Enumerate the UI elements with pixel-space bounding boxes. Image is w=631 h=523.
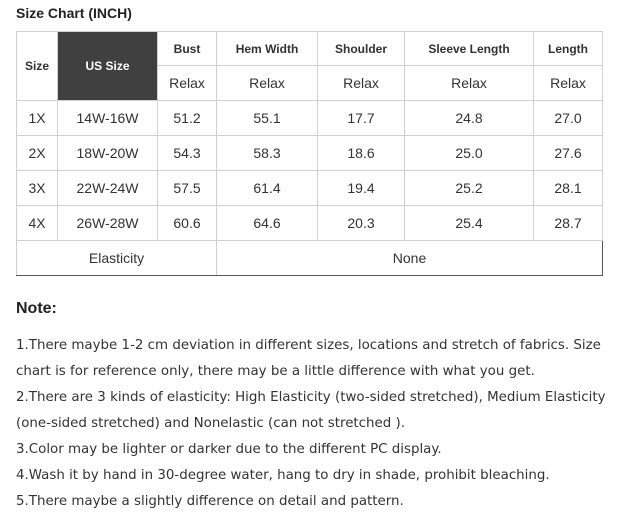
cell-size: 3X <box>16 170 58 206</box>
note-item: 1.There maybe 1-2 cm deviation in differ… <box>16 338 601 379</box>
table-row: 2X 18W-20W 54.3 58.3 18.6 25.0 27.6 <box>16 135 603 171</box>
header-hem-width: Hem Width <box>216 31 318 66</box>
cell-length: 27.6 <box>533 135 603 171</box>
cell-size: 4X <box>16 205 58 241</box>
note-item: 4.Wash it by hand in 30-degree water, ha… <box>16 468 550 483</box>
cell-bust: 60.6 <box>157 205 217 241</box>
notes-list: 1.There maybe 1-2 cm deviation in differ… <box>16 333 606 515</box>
elasticity-label: Elasticity <box>16 240 217 276</box>
elasticity-value: None <box>216 240 603 276</box>
subheader-cell: Relax <box>317 65 405 101</box>
cell-bust: 57.5 <box>157 170 217 206</box>
cell-length: 28.1 <box>533 170 603 206</box>
cell-hem-width: 61.4 <box>216 170 318 206</box>
cell-us-size: 26W-28W <box>57 205 158 241</box>
cell-sleeve-length: 25.0 <box>404 135 534 171</box>
cell-sleeve-length: 25.2 <box>404 170 534 206</box>
subheader-row: Relax Relax Relax Relax Relax <box>17 65 603 101</box>
cell-size: 2X <box>16 135 58 171</box>
note-heading: Note: <box>16 300 57 317</box>
elasticity-row: Elasticity None <box>16 240 603 276</box>
table-row: 4X 26W-28W 60.6 64.6 20.3 25.4 28.7 <box>16 205 603 241</box>
size-chart-table: Size US Size Bust Hem Width Shoulder Sle… <box>16 31 603 276</box>
subheader-cell: Relax <box>157 65 217 101</box>
header-shoulder: Shoulder <box>317 31 405 66</box>
subheader-cell: Relax <box>216 65 318 101</box>
cell-shoulder: 17.7 <box>317 100 405 136</box>
cell-us-size: 18W-20W <box>57 135 158 171</box>
cell-us-size: 14W-16W <box>57 100 158 136</box>
header-row: Size US Size Bust Hem Width Shoulder Sle… <box>16 31 603 101</box>
cell-shoulder: 20.3 <box>317 205 405 241</box>
cell-size: 1X <box>16 100 58 136</box>
note-item: 5.There maybe a slightly difference on d… <box>16 494 404 509</box>
subheader-cell: Relax <box>533 65 603 101</box>
cell-hem-width: 58.3 <box>216 135 318 171</box>
table-row: 1X 14W-16W 51.2 55.1 17.7 24.8 27.0 <box>16 100 603 136</box>
cell-hem-width: 55.1 <box>216 100 318 136</box>
cell-length: 28.7 <box>533 205 603 241</box>
cell-sleeve-length: 25.4 <box>404 205 534 241</box>
header-size: Size <box>16 31 58 101</box>
table-row: 3X 22W-24W 57.5 61.4 19.4 25.2 28.1 <box>16 170 603 206</box>
cell-hem-width: 64.6 <box>216 205 318 241</box>
subheader-cell: Relax <box>404 65 534 101</box>
header-us-size: US Size <box>57 31 158 101</box>
note-item: 2.There are 3 kinds of elasticity: High … <box>16 390 606 431</box>
header-bust: Bust <box>157 31 217 66</box>
cell-bust: 51.2 <box>157 100 217 136</box>
cell-sleeve-length: 24.8 <box>404 100 534 136</box>
note-item: 3.Color may be lighter or darker due to … <box>16 442 442 457</box>
cell-us-size: 22W-24W <box>57 170 158 206</box>
cell-bust: 54.3 <box>157 135 217 171</box>
header-sleeve-length: Sleeve Length <box>404 31 534 66</box>
cell-shoulder: 18.6 <box>317 135 405 171</box>
cell-shoulder: 19.4 <box>317 170 405 206</box>
header-length: Length <box>533 31 603 66</box>
size-chart-title: Size Chart (INCH) <box>16 5 132 21</box>
cell-length: 27.0 <box>533 100 603 136</box>
